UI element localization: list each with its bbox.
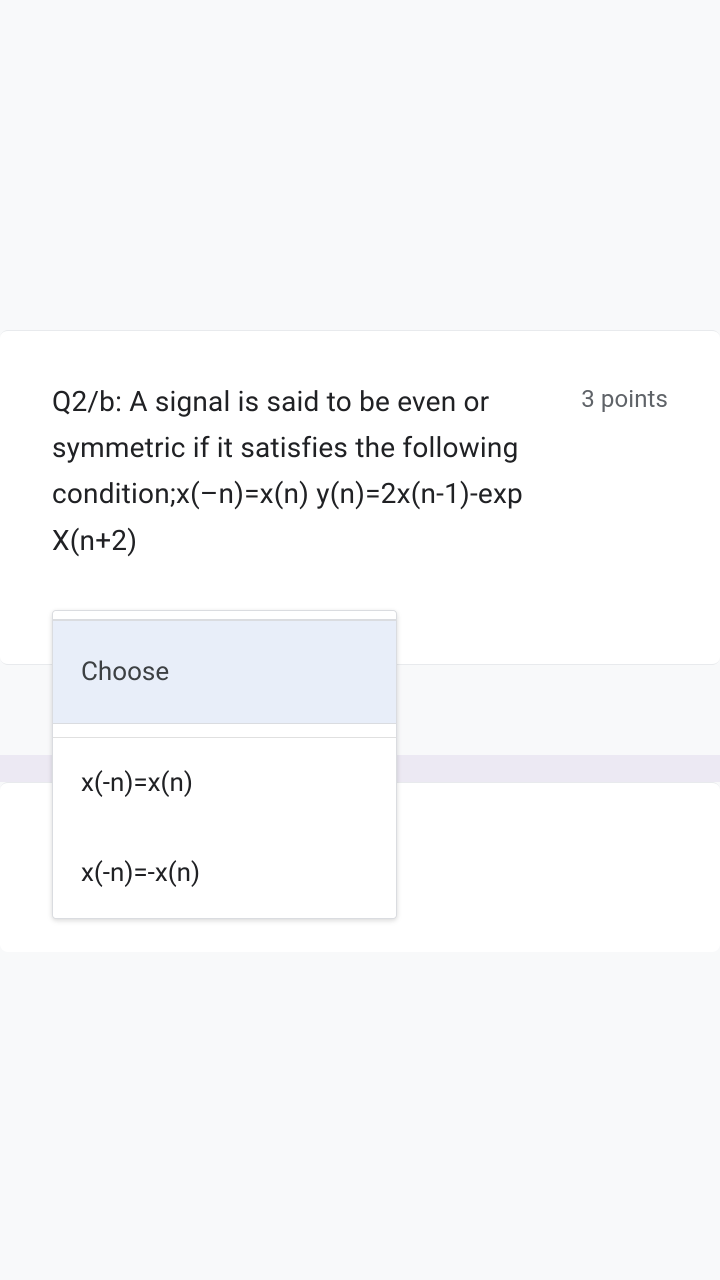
dropdown-option-2[interactable]: x(-n)=-x(n) [53, 828, 396, 918]
answer-dropdown[interactable]: Choose x(-n)=x(n) x(-n)=-x(n) [52, 610, 397, 919]
question-header: Q2/b: A signal is said to be even or sym… [52, 379, 668, 564]
dropdown-placeholder[interactable]: Choose [53, 621, 396, 724]
dropdown-top-border [53, 611, 396, 621]
dropdown-divider [53, 724, 396, 738]
question-text: Q2/b: A signal is said to be even or sym… [52, 379, 557, 564]
dropdown-option-1[interactable]: x(-n)=x(n) [53, 738, 396, 828]
points-label: 3 points [581, 379, 668, 413]
